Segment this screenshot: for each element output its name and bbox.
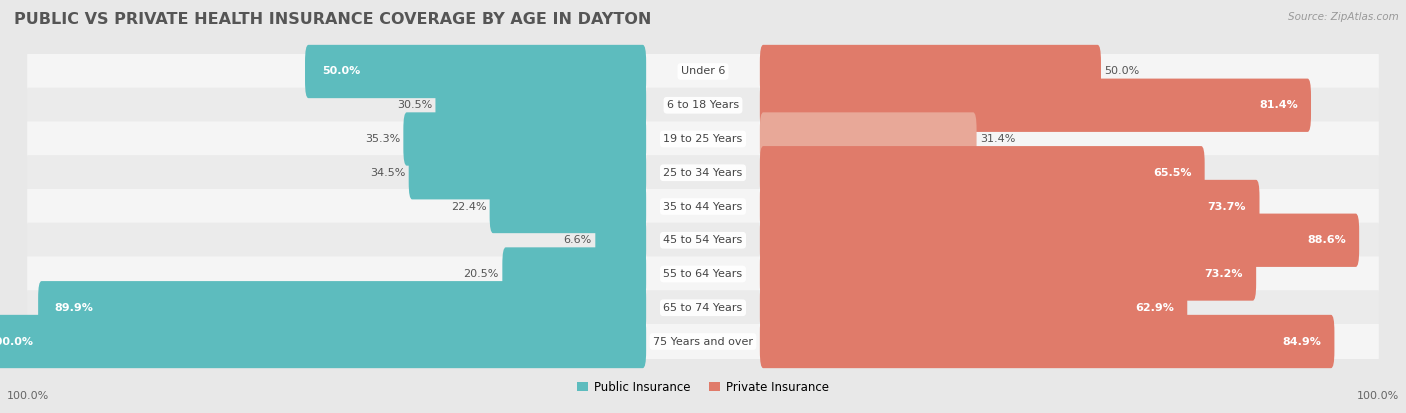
Text: Source: ZipAtlas.com: Source: ZipAtlas.com xyxy=(1288,12,1399,22)
FancyBboxPatch shape xyxy=(409,146,647,199)
FancyBboxPatch shape xyxy=(759,214,1360,267)
FancyBboxPatch shape xyxy=(436,78,647,132)
Text: 100.0%: 100.0% xyxy=(0,337,34,347)
Text: 25 to 34 Years: 25 to 34 Years xyxy=(664,168,742,178)
FancyBboxPatch shape xyxy=(0,315,647,368)
Text: 65.5%: 65.5% xyxy=(1153,168,1191,178)
Text: 34.5%: 34.5% xyxy=(370,168,405,178)
Text: 22.4%: 22.4% xyxy=(451,202,486,211)
Text: 84.9%: 84.9% xyxy=(1282,337,1322,347)
Text: 88.6%: 88.6% xyxy=(1308,235,1346,245)
FancyBboxPatch shape xyxy=(27,256,1379,292)
Text: 31.4%: 31.4% xyxy=(980,134,1015,144)
Text: 55 to 64 Years: 55 to 64 Years xyxy=(664,269,742,279)
Text: 19 to 25 Years: 19 to 25 Years xyxy=(664,134,742,144)
FancyBboxPatch shape xyxy=(759,180,1260,233)
Text: 62.9%: 62.9% xyxy=(1135,303,1174,313)
Text: 30.5%: 30.5% xyxy=(396,100,432,110)
FancyBboxPatch shape xyxy=(759,281,1187,335)
FancyBboxPatch shape xyxy=(305,45,647,98)
FancyBboxPatch shape xyxy=(27,155,1379,190)
FancyBboxPatch shape xyxy=(595,214,647,267)
Text: 81.4%: 81.4% xyxy=(1258,100,1298,110)
FancyBboxPatch shape xyxy=(27,121,1379,157)
FancyBboxPatch shape xyxy=(27,88,1379,123)
FancyBboxPatch shape xyxy=(27,223,1379,258)
Text: 89.9%: 89.9% xyxy=(55,303,94,313)
FancyBboxPatch shape xyxy=(27,290,1379,325)
Text: 20.5%: 20.5% xyxy=(464,269,499,279)
Text: 73.7%: 73.7% xyxy=(1208,202,1246,211)
FancyBboxPatch shape xyxy=(489,180,647,233)
Text: Under 6: Under 6 xyxy=(681,66,725,76)
Text: 65 to 74 Years: 65 to 74 Years xyxy=(664,303,742,313)
Text: 100.0%: 100.0% xyxy=(7,391,49,401)
Text: 75 Years and over: 75 Years and over xyxy=(652,337,754,347)
Text: 100.0%: 100.0% xyxy=(1357,391,1399,401)
FancyBboxPatch shape xyxy=(404,112,647,166)
FancyBboxPatch shape xyxy=(502,247,647,301)
FancyBboxPatch shape xyxy=(27,324,1379,359)
Text: 50.0%: 50.0% xyxy=(1104,66,1140,76)
Legend: Public Insurance, Private Insurance: Public Insurance, Private Insurance xyxy=(572,376,834,399)
Text: 35.3%: 35.3% xyxy=(364,134,399,144)
Text: 6 to 18 Years: 6 to 18 Years xyxy=(666,100,740,110)
FancyBboxPatch shape xyxy=(759,315,1334,368)
Text: PUBLIC VS PRIVATE HEALTH INSURANCE COVERAGE BY AGE IN DAYTON: PUBLIC VS PRIVATE HEALTH INSURANCE COVER… xyxy=(14,12,651,27)
Text: 35 to 44 Years: 35 to 44 Years xyxy=(664,202,742,211)
FancyBboxPatch shape xyxy=(27,189,1379,224)
FancyBboxPatch shape xyxy=(759,78,1310,132)
Text: 50.0%: 50.0% xyxy=(322,66,360,76)
FancyBboxPatch shape xyxy=(759,247,1256,301)
FancyBboxPatch shape xyxy=(38,281,647,335)
Text: 45 to 54 Years: 45 to 54 Years xyxy=(664,235,742,245)
FancyBboxPatch shape xyxy=(759,45,1101,98)
FancyBboxPatch shape xyxy=(27,54,1379,89)
FancyBboxPatch shape xyxy=(759,112,977,166)
Text: 6.6%: 6.6% xyxy=(564,235,592,245)
FancyBboxPatch shape xyxy=(759,146,1205,199)
Text: 73.2%: 73.2% xyxy=(1205,269,1243,279)
